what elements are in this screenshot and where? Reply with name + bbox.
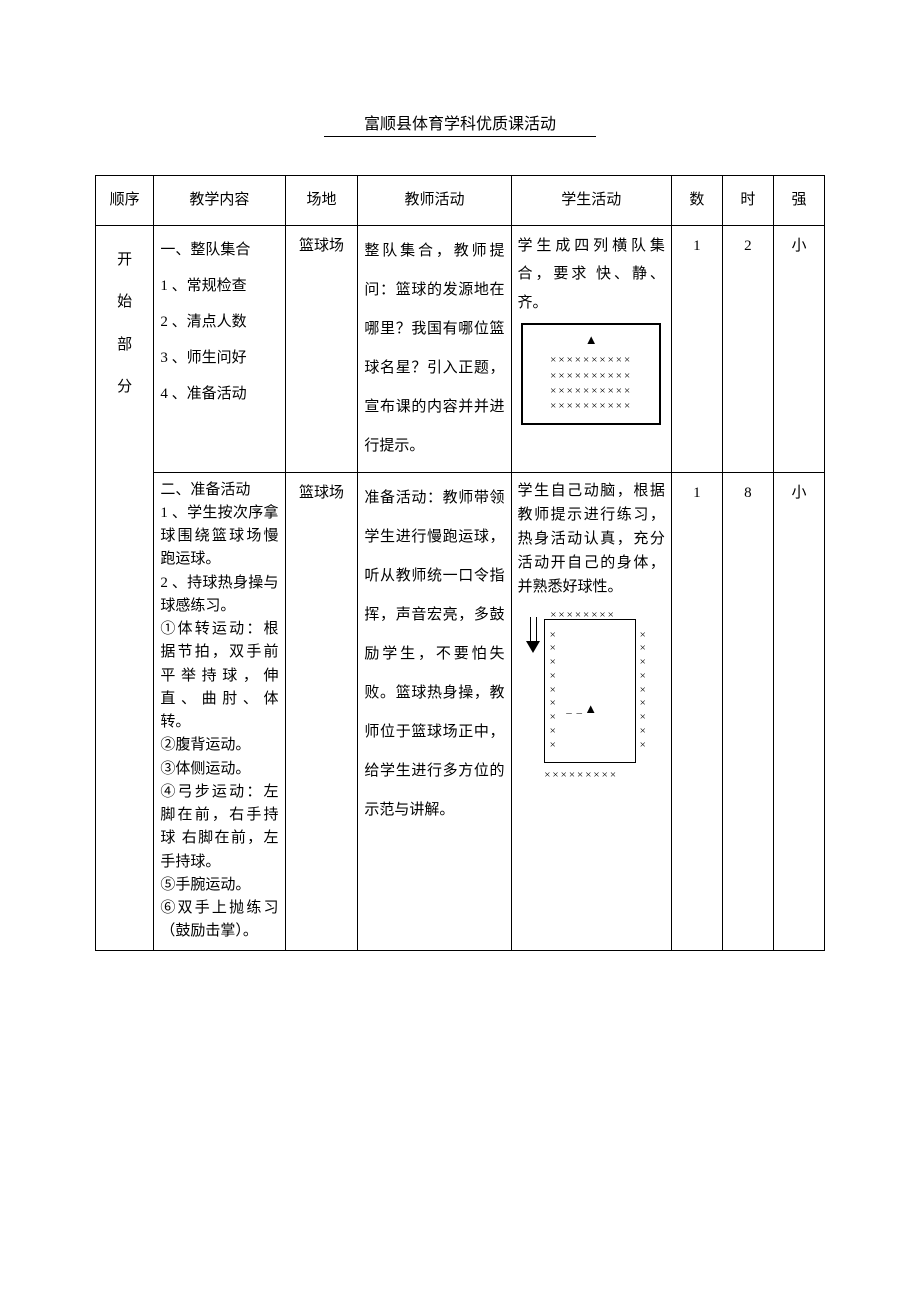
teacher-cell: 整队集合，教师提问：篮球的发源地在哪里？我国有哪位篮球名星？引入正题，宣布课的内… — [358, 225, 511, 472]
col-count: 数 — [671, 176, 722, 226]
col-time: 时 — [722, 176, 773, 226]
col-intensity: 强 — [773, 176, 824, 226]
page-title-text: 富顺县体育学科优质课活动 — [324, 110, 596, 137]
col-venue: 场地 — [285, 176, 358, 226]
section-char: 分 — [102, 373, 147, 402]
teacher-text: 准备活动：教师带领学生进行慢跑运球，听从教师统一口令指挥，声音宏亮，多鼓励学生，… — [364, 479, 504, 830]
student-text: 学生成四列横队集合，要求 快、静、齐。 — [518, 232, 665, 318]
student-cell: 学生成四列横队集合，要求 快、静、齐。 ▲ ×××××××××× ×××××××… — [511, 225, 671, 472]
time-cell: 2 — [722, 225, 773, 472]
content-text: 一、整队集合 1 、常规检查 2 、清点人数 3 、师生问好 4 、准备活动 — [160, 232, 278, 412]
formation-diagram: ▲ ×××××××××× ×××××××××× ×××××××××× ×××××… — [521, 323, 661, 425]
table-row: 开 始 部 分 一、整队集合 1 、常规检查 2 、清点人数 3 、师生问好 4… — [96, 225, 825, 472]
content-cell: 二、准备活动 1 、学生按次序拿球围绕篮球场慢跑运球。 2 、持球热身操与球感练… — [154, 472, 285, 950]
student-cell: 学生自己动脑，根据教师提示进行练习，热身活动认真，充分活动开自己的身体，并熟悉好… — [511, 472, 671, 950]
formation-row: ×××××××××× — [523, 369, 659, 384]
venue-cell: 篮球场 — [285, 472, 358, 950]
formation-row: ×××××××××× — [523, 353, 659, 368]
court-diagram: ×××××××× ××××××××× ▲ – – × × × × × × × ×… — [526, 607, 656, 782]
table-header-row: 顺序 教学内容 场地 教师活动 学生活动 数 时 强 — [96, 176, 825, 226]
count-cell: 1 — [671, 225, 722, 472]
section-char: 部 — [102, 331, 147, 360]
col-content: 教学内容 — [154, 176, 285, 226]
document-page: 富顺县体育学科优质课活动 顺序 教学内容 场地 教师活动 学生活动 数 时 强 … — [0, 0, 920, 1011]
diagram-right-col: × × × × × × × × × — [638, 629, 648, 753]
section-char: 始 — [102, 288, 147, 317]
col-seq: 顺序 — [96, 176, 154, 226]
diagram-bottom-row: ××××××××× — [544, 765, 618, 786]
col-student: 学生活动 — [511, 176, 671, 226]
diagram-left-col: × × × × × × × × × — [548, 629, 558, 753]
student-text: 学生自己动脑，根据教师提示进行练习，热身活动认真，充分活动开自己的身体，并熟悉好… — [518, 479, 665, 599]
diagram-top-row: ×××××××× — [550, 605, 616, 626]
teacher-text: 整队集合，教师提问：篮球的发源地在哪里？我国有哪位篮球名星？引入正题，宣布课的内… — [364, 232, 504, 466]
triangle-icon: ▲ — [523, 331, 659, 349]
section-char: 开 — [102, 246, 147, 275]
table-row: 二、准备活动 1 、学生按次序拿球围绕篮球场慢跑运球。 2 、持球热身操与球感练… — [96, 472, 825, 950]
count-cell: 1 — [671, 472, 722, 950]
triangle-icon: ▲ — [584, 697, 598, 722]
teacher-cell: 准备活动：教师带领学生进行慢跑运球，听从教师统一口令指挥，声音宏亮，多鼓励学生，… — [358, 472, 511, 950]
lesson-plan-table: 顺序 教学内容 场地 教师活动 学生活动 数 时 强 开 始 部 分 一、整队集… — [95, 175, 825, 951]
page-title: 富顺县体育学科优质课活动 — [95, 110, 825, 137]
section-label: 开 始 部 分 — [96, 225, 154, 950]
time-cell: 8 — [722, 472, 773, 950]
intensity-cell: 小 — [773, 225, 824, 472]
col-teacher: 教师活动 — [358, 176, 511, 226]
venue-cell: 篮球场 — [285, 225, 358, 472]
intensity-cell: 小 — [773, 472, 824, 950]
dash-mark: – – — [566, 703, 583, 724]
formation-row: ×××××××××× — [523, 399, 659, 414]
content-text: 二、准备活动 1 、学生按次序拿球围绕篮球场慢跑运球。 2 、持球热身操与球感练… — [160, 479, 278, 944]
arrow-down-icon — [528, 617, 542, 655]
formation-row: ×××××××××× — [523, 384, 659, 399]
content-cell: 一、整队集合 1 、常规检查 2 、清点人数 3 、师生问好 4 、准备活动 — [154, 225, 285, 472]
